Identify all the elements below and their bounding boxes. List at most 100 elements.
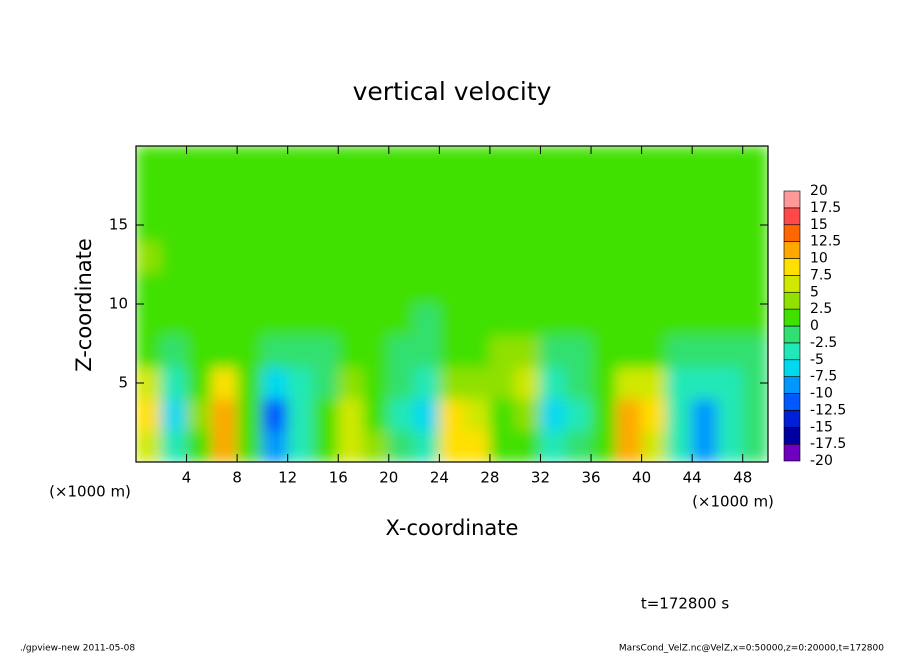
cell [464, 335, 491, 368]
cell [464, 177, 491, 210]
cell [312, 303, 339, 337]
cell [287, 429, 314, 462]
cell [363, 271, 390, 305]
cell [514, 240, 541, 273]
x-tick-label: 44 [683, 469, 702, 487]
cell [539, 335, 567, 368]
cell [742, 240, 768, 273]
cell [590, 146, 617, 179]
cell [489, 335, 516, 368]
cell [742, 177, 768, 210]
cell [641, 240, 668, 273]
cell [287, 240, 314, 273]
colorbar-swatch [783, 393, 801, 411]
x-tick-label: 48 [733, 469, 752, 487]
cell [211, 303, 238, 337]
cell [413, 335, 440, 368]
cell [363, 429, 390, 462]
cell [641, 146, 668, 179]
cell [388, 146, 415, 179]
cell [615, 177, 643, 210]
cell [186, 398, 213, 431]
cell [438, 335, 466, 368]
x-tick-label: 12 [278, 469, 297, 487]
cell [236, 177, 263, 210]
cell [261, 177, 289, 210]
cell [641, 429, 668, 462]
cell [666, 177, 693, 210]
cell [590, 240, 617, 273]
cell [615, 366, 643, 400]
cell [261, 271, 289, 305]
cell [438, 429, 466, 462]
cell [666, 271, 693, 305]
footer-right: MarsCond_VelZ.nc@VelZ,x=0:50000,z=0:2000… [619, 644, 884, 654]
cell [742, 146, 768, 179]
cell [438, 146, 466, 179]
cell [186, 335, 213, 368]
cell [337, 271, 365, 305]
y-tick-label: 10 [109, 295, 128, 313]
cell [539, 303, 567, 337]
cell [691, 335, 718, 368]
colorbar-label: -12.5 [810, 402, 846, 418]
cell [666, 240, 693, 273]
cell [615, 271, 643, 305]
cell [312, 398, 339, 431]
field [136, 146, 768, 462]
cell [691, 366, 718, 400]
cell [211, 208, 238, 242]
chart-title: vertical velocity [353, 77, 552, 106]
colorbar-swatch [783, 224, 801, 242]
cell [565, 208, 592, 242]
cell [186, 146, 213, 179]
cell [363, 208, 390, 242]
colorbar-swatch [783, 190, 801, 209]
cell [136, 271, 162, 305]
cell [337, 398, 365, 431]
cell [160, 429, 188, 462]
cell [514, 429, 541, 462]
cell [565, 177, 592, 210]
cell [565, 271, 592, 305]
cell [438, 240, 466, 273]
cell [716, 429, 744, 462]
cell [666, 398, 693, 431]
colorbar-label: -17.5 [810, 436, 846, 452]
cell [261, 303, 289, 337]
cell [337, 146, 365, 179]
cell [590, 271, 617, 305]
cell [716, 335, 744, 368]
cell [464, 271, 491, 305]
cell [489, 429, 516, 462]
colorbar-label: -5 [810, 352, 824, 368]
x-tick-label: 4 [182, 469, 192, 487]
y-axis-label: Z-coordinate [72, 238, 96, 372]
cell [236, 366, 263, 400]
cell [590, 429, 617, 462]
colorbar-swatch [783, 275, 801, 293]
cell [539, 177, 567, 210]
cell [590, 303, 617, 337]
cell [691, 398, 718, 431]
cell [514, 177, 541, 210]
colorbar-swatch [783, 376, 801, 394]
cell [261, 208, 289, 242]
x-tick-label: 8 [232, 469, 242, 487]
cell [666, 208, 693, 242]
colorbar-label: 2.5 [810, 301, 832, 317]
cell [590, 208, 617, 242]
cell [413, 429, 440, 462]
cell [287, 335, 314, 368]
cell [186, 208, 213, 242]
cell [514, 303, 541, 337]
cell [337, 177, 365, 210]
colorbar-swatch [783, 342, 801, 361]
cell [590, 366, 617, 400]
cell [261, 429, 289, 462]
cell [136, 303, 162, 337]
cell [211, 429, 238, 462]
cell [413, 177, 440, 210]
cell [413, 398, 440, 431]
cell [388, 177, 415, 210]
